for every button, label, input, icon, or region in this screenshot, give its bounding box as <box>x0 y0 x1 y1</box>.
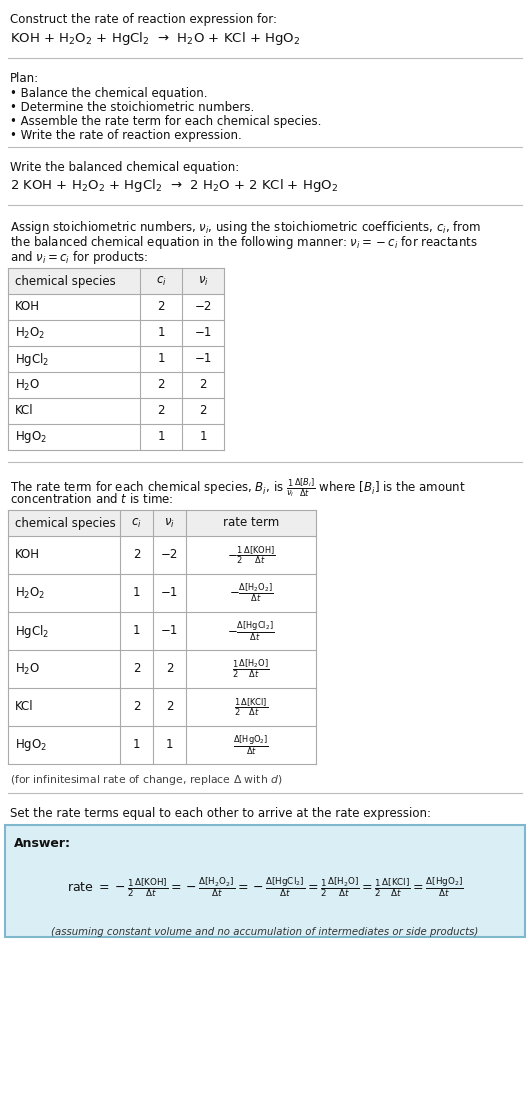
Text: $\nu_i$: $\nu_i$ <box>198 274 208 287</box>
Text: Assign stoichiometric numbers, $\nu_i$, using the stoichiometric coefficients, $: Assign stoichiometric numbers, $\nu_i$, … <box>10 219 481 236</box>
Text: 1: 1 <box>132 586 140 599</box>
Text: • Balance the chemical equation.: • Balance the chemical equation. <box>10 87 208 100</box>
Text: 2: 2 <box>157 404 165 417</box>
Text: 2: 2 <box>132 548 140 562</box>
Text: • Write the rate of reaction expression.: • Write the rate of reaction expression. <box>10 129 242 142</box>
Text: 2: 2 <box>132 663 140 676</box>
Bar <box>8 424 224 450</box>
Text: −1: −1 <box>161 625 178 637</box>
Text: $\frac{1}{2}\frac{\Delta[\mathrm{KCl}]}{\Delta t}$: $\frac{1}{2}\frac{\Delta[\mathrm{KCl}]}{… <box>234 696 268 718</box>
Bar <box>8 612 316 650</box>
Text: rate term: rate term <box>223 516 279 529</box>
Text: The rate term for each chemical species, $B_i$, is $\frac{1}{\nu_i}\frac{\Delta[: The rate term for each chemical species,… <box>10 476 466 498</box>
Text: (for infinitesimal rate of change, replace Δ with $d$): (for infinitesimal rate of change, repla… <box>10 773 282 787</box>
Text: $c_i$: $c_i$ <box>131 516 142 529</box>
Text: HgCl$_2$: HgCl$_2$ <box>15 351 49 367</box>
Text: and $\nu_i = c_i$ for products:: and $\nu_i = c_i$ for products: <box>10 249 148 266</box>
Text: H$_2$O$_2$: H$_2$O$_2$ <box>15 585 46 601</box>
Text: the balanced chemical equation in the following manner: $\nu_i = -c_i$ for react: the balanced chemical equation in the fo… <box>10 234 478 251</box>
Text: Write the balanced chemical equation:: Write the balanced chemical equation: <box>10 161 239 174</box>
Bar <box>5 825 525 937</box>
Text: −1: −1 <box>195 326 211 340</box>
Text: KCl: KCl <box>15 700 33 714</box>
Text: 2: 2 <box>199 404 207 417</box>
Text: 1: 1 <box>199 431 207 444</box>
Text: chemical species: chemical species <box>15 516 116 529</box>
Text: 1: 1 <box>157 353 165 365</box>
Text: H$_2$O: H$_2$O <box>15 377 40 393</box>
Text: −2: −2 <box>161 548 178 562</box>
Text: • Determine the stoichiometric numbers.: • Determine the stoichiometric numbers. <box>10 101 254 114</box>
Text: 1: 1 <box>157 431 165 444</box>
Text: KCl: KCl <box>15 404 33 417</box>
Text: rate $= -\frac{1}{2}\frac{\Delta[\mathrm{KOH}]}{\Delta t}= -\frac{\Delta[\mathrm: rate $= -\frac{1}{2}\frac{\Delta[\mathrm… <box>67 876 463 899</box>
Text: 2: 2 <box>132 700 140 714</box>
Bar <box>8 372 224 398</box>
Text: Plan:: Plan: <box>10 72 39 85</box>
Text: 1: 1 <box>157 326 165 340</box>
Text: 1: 1 <box>132 738 140 751</box>
Text: Set the rate terms equal to each other to arrive at the rate expression:: Set the rate terms equal to each other t… <box>10 807 431 820</box>
Text: Answer:: Answer: <box>14 837 71 850</box>
Bar <box>8 574 316 612</box>
Text: −1: −1 <box>195 353 211 365</box>
Text: KOH + H$_2$O$_2$ + HgCl$_2$  →  H$_2$O + KCl + HgO$_2$: KOH + H$_2$O$_2$ + HgCl$_2$ → H$_2$O + K… <box>10 30 300 47</box>
Text: (assuming constant volume and no accumulation of intermediates or side products): (assuming constant volume and no accumul… <box>51 927 479 937</box>
Text: • Assemble the rate term for each chemical species.: • Assemble the rate term for each chemic… <box>10 115 321 128</box>
Bar <box>8 726 316 764</box>
Text: HgCl$_2$: HgCl$_2$ <box>15 623 49 639</box>
Text: 2: 2 <box>166 663 173 676</box>
Text: chemical species: chemical species <box>15 274 116 287</box>
Text: KOH: KOH <box>15 548 40 562</box>
Text: H$_2$O$_2$: H$_2$O$_2$ <box>15 325 46 341</box>
Bar <box>8 688 316 726</box>
Text: concentration and $t$ is time:: concentration and $t$ is time: <box>10 492 174 506</box>
Text: $-\frac{\Delta[\mathrm{H_2O_2}]}{\Delta t}$: $-\frac{\Delta[\mathrm{H_2O_2}]}{\Delta … <box>229 582 273 604</box>
Text: H$_2$O: H$_2$O <box>15 662 40 677</box>
Text: $\frac{1}{2}\frac{\Delta[\mathrm{H_2O}]}{\Delta t}$: $\frac{1}{2}\frac{\Delta[\mathrm{H_2O}]}… <box>232 658 270 680</box>
Text: 2: 2 <box>157 379 165 392</box>
Text: 2 KOH + H$_2$O$_2$ + HgCl$_2$  →  2 H$_2$O + 2 KCl + HgO$_2$: 2 KOH + H$_2$O$_2$ + HgCl$_2$ → 2 H$_2$O… <box>10 176 338 194</box>
Text: $-\frac{\Delta[\mathrm{HgCl_2}]}{\Delta t}$: $-\frac{\Delta[\mathrm{HgCl_2}]}{\Delta … <box>227 619 275 643</box>
Bar <box>8 320 224 346</box>
Text: 2: 2 <box>166 700 173 714</box>
Text: −2: −2 <box>195 301 211 313</box>
Bar <box>8 294 224 320</box>
Text: KOH: KOH <box>15 301 40 313</box>
Bar <box>8 398 224 424</box>
Bar <box>8 650 316 688</box>
Text: $\nu_i$: $\nu_i$ <box>164 516 175 529</box>
Text: HgO$_2$: HgO$_2$ <box>15 428 47 445</box>
Text: $\frac{\Delta[\mathrm{HgO_2}]}{\Delta t}$: $\frac{\Delta[\mathrm{HgO_2}]}{\Delta t}… <box>233 734 269 757</box>
Bar <box>8 536 316 574</box>
Text: −1: −1 <box>161 586 178 599</box>
Bar <box>8 509 316 536</box>
Text: Construct the rate of reaction expression for:: Construct the rate of reaction expressio… <box>10 13 277 26</box>
Text: 1: 1 <box>132 625 140 637</box>
Bar <box>8 268 224 294</box>
Bar <box>8 346 224 372</box>
Text: HgO$_2$: HgO$_2$ <box>15 737 47 753</box>
Text: $-\frac{1}{2}\frac{\Delta[\mathrm{KOH}]}{\Delta t}$: $-\frac{1}{2}\frac{\Delta[\mathrm{KOH}]}… <box>227 544 275 566</box>
Text: 2: 2 <box>157 301 165 313</box>
Text: 2: 2 <box>199 379 207 392</box>
Text: $c_i$: $c_i$ <box>156 274 166 287</box>
Text: 1: 1 <box>166 738 173 751</box>
